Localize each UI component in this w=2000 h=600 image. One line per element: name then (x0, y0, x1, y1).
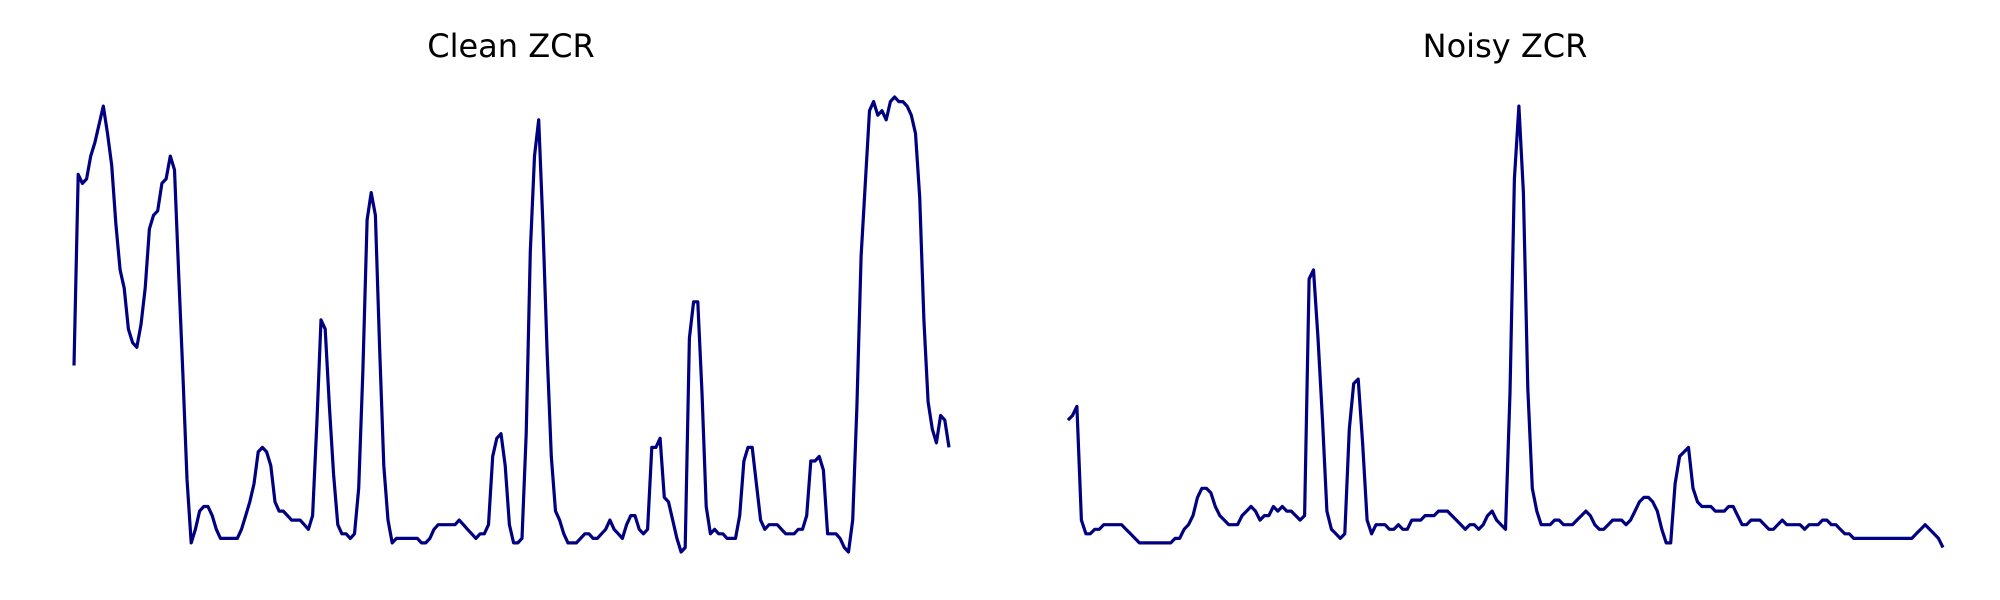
noisy-zcr-plot-area (1066, 104, 1945, 549)
noisy-zcr-panel: Noisy ZCR (1066, 27, 1945, 549)
clean-zcr-series-line (72, 95, 951, 554)
clean-zcr-title: Clean ZCR (427, 27, 594, 65)
clean-zcr-panel: Clean ZCR (72, 27, 951, 554)
noisy-zcr-series-line (1066, 104, 1945, 549)
clean-zcr-plot-area (72, 95, 951, 554)
noisy-zcr-title: Noisy ZCR (1423, 27, 1588, 65)
